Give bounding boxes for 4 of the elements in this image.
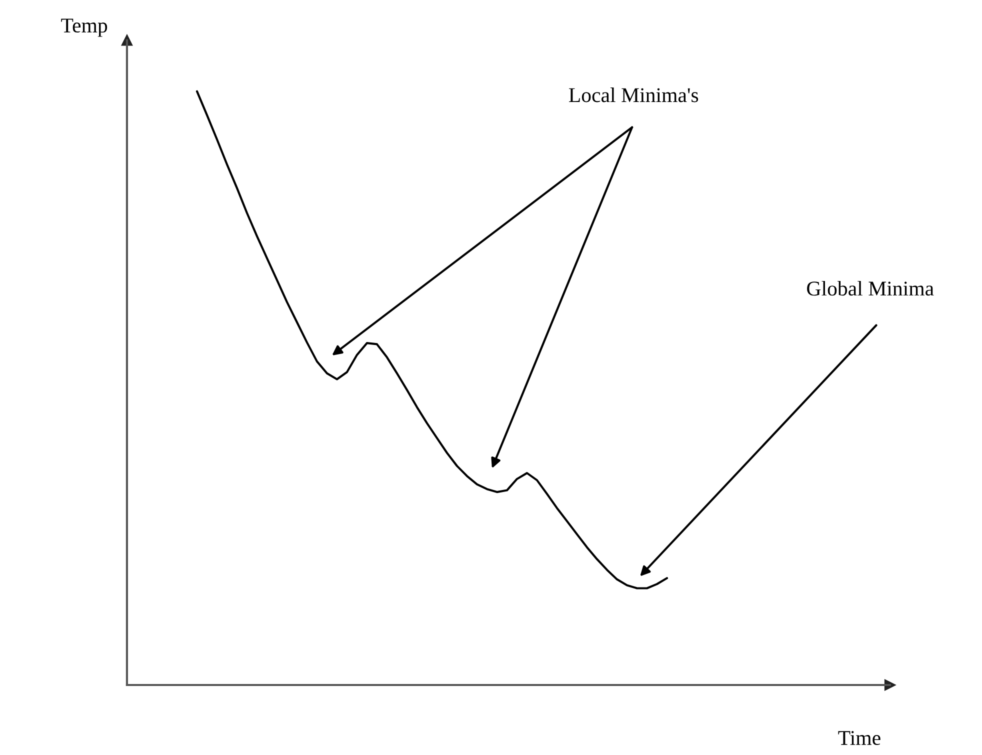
annotation: Local Minima's [568, 88, 698, 102]
text: Global Minima [807, 280, 934, 296]
y-axis-title: Temp [61, 18, 108, 37]
text: Time [838, 731, 880, 746]
